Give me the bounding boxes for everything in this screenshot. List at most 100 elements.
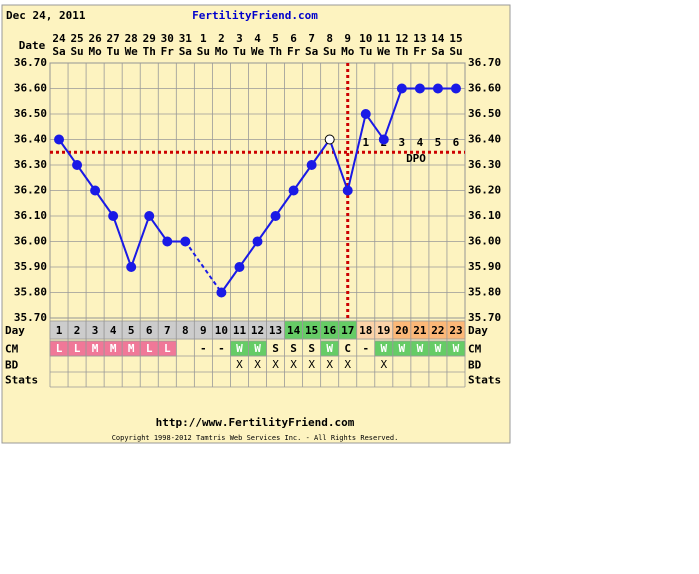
- y-tick-label: 35.80: [14, 286, 47, 299]
- temp-point: [126, 262, 137, 272]
- y-tick-label-right: 35.70: [468, 311, 501, 324]
- weekday-label: We: [125, 45, 139, 58]
- site-name: FertilityFriend.com: [192, 9, 318, 22]
- cm-value: -: [362, 342, 369, 355]
- cm-value: S: [290, 342, 297, 355]
- temp-point: [216, 287, 227, 298]
- temp-point: [396, 83, 407, 94]
- y-tick-label-right: 36.50: [468, 107, 501, 120]
- date-label: 11: [377, 32, 391, 45]
- cm-value: W: [399, 342, 406, 355]
- date-label: 25: [70, 32, 83, 45]
- y-tick-label-right: 36.60: [468, 82, 501, 95]
- y-tick-label: 36.40: [14, 133, 47, 146]
- day-number: 7: [164, 324, 171, 337]
- temp-point: [162, 236, 173, 247]
- bd-value: X: [308, 358, 315, 371]
- row-label: Day: [5, 324, 25, 337]
- weekday-label: Fr: [413, 45, 427, 58]
- day-number: 11: [233, 324, 247, 337]
- chart-date: Dec 24, 2011: [6, 9, 86, 22]
- day-number: 5: [128, 324, 135, 337]
- weekday-label: Su: [70, 45, 83, 58]
- bd-value: X: [380, 358, 387, 371]
- y-tick-label-right: 36.10: [468, 209, 501, 222]
- weekday-label: Su: [323, 45, 336, 58]
- day-number: 18: [359, 324, 372, 337]
- temp-point: [450, 83, 461, 94]
- weekday-label: Su: [197, 45, 210, 58]
- cm-value: W: [380, 342, 387, 355]
- row-label-right: BD: [468, 359, 482, 372]
- dpo-label: DPO: [406, 152, 426, 165]
- weekday-label: We: [377, 45, 391, 58]
- day-number: 10: [215, 324, 228, 337]
- day-number: 13: [269, 324, 282, 337]
- date-label: 30: [161, 32, 174, 45]
- day-cell: [446, 320, 466, 340]
- cm-value: -: [200, 342, 207, 355]
- cm-value: M: [110, 342, 117, 355]
- y-tick-label-right: 36.30: [468, 158, 501, 171]
- date-label: 27: [107, 32, 120, 45]
- day-number: 12: [251, 324, 264, 337]
- cm-value: C: [344, 342, 351, 355]
- cm-value: M: [92, 342, 99, 355]
- weekday-label: Tu: [233, 45, 246, 58]
- weekday-label: Th: [395, 45, 408, 58]
- y-tick-label: 36.60: [14, 82, 47, 95]
- dpo-number: 4: [417, 136, 424, 149]
- cm-value: L: [146, 342, 153, 355]
- day-number: 23: [449, 324, 462, 337]
- temp-point: [342, 185, 353, 196]
- date-label: 3: [236, 32, 243, 45]
- cm-value: W: [326, 342, 333, 355]
- temp-point: [180, 236, 191, 247]
- cm-value: L: [74, 342, 81, 355]
- cm-value: S: [308, 342, 315, 355]
- day-number: 3: [92, 324, 99, 337]
- date-label: 7: [308, 32, 315, 45]
- weekday-label: Mo: [215, 45, 229, 58]
- cm-value: W: [236, 342, 243, 355]
- row-label: BD: [5, 359, 19, 372]
- weekday-label: Sa: [305, 45, 318, 58]
- temp-point: [90, 185, 101, 196]
- day-number: 2: [74, 324, 81, 337]
- bd-value: X: [290, 358, 297, 371]
- day-number: 17: [341, 324, 354, 337]
- y-tick-label: 36.30: [14, 158, 47, 171]
- day-number: 1: [56, 324, 63, 337]
- row-label-right: CM: [468, 343, 482, 356]
- day-number: 21: [413, 324, 427, 337]
- dpo-number: 5: [435, 136, 442, 149]
- date-label: 24: [52, 32, 66, 45]
- row-label: CM: [5, 343, 19, 356]
- cm-value: S: [272, 342, 279, 355]
- weekday-label: Fr: [161, 45, 175, 58]
- day-number: 6: [146, 324, 153, 337]
- date-label: 31: [179, 32, 193, 45]
- y-tick-label-right: 35.80: [468, 286, 501, 299]
- weekday-label: Sa: [179, 45, 192, 58]
- weekday-label: Th: [269, 45, 282, 58]
- cm-value: W: [417, 342, 424, 355]
- y-tick-label: 36.00: [14, 235, 47, 248]
- dpo-number: 6: [453, 136, 460, 149]
- temp-point: [72, 160, 83, 170]
- day-number: 19: [377, 324, 390, 337]
- footer-url: http://www.FertilityFriend.com: [156, 416, 355, 429]
- bd-value: X: [236, 358, 243, 371]
- day-number: 9: [200, 324, 207, 337]
- day-number: 16: [323, 324, 337, 337]
- date-label: 13: [413, 32, 426, 45]
- y-tick-label-right: 36.20: [468, 184, 501, 197]
- weekday-label: Su: [449, 45, 462, 58]
- date-label: 29: [143, 32, 156, 45]
- day-number: 15: [305, 324, 318, 337]
- y-tick-label-right: 35.90: [468, 260, 501, 273]
- date-label: 6: [290, 32, 297, 45]
- cm-value: -: [218, 342, 225, 355]
